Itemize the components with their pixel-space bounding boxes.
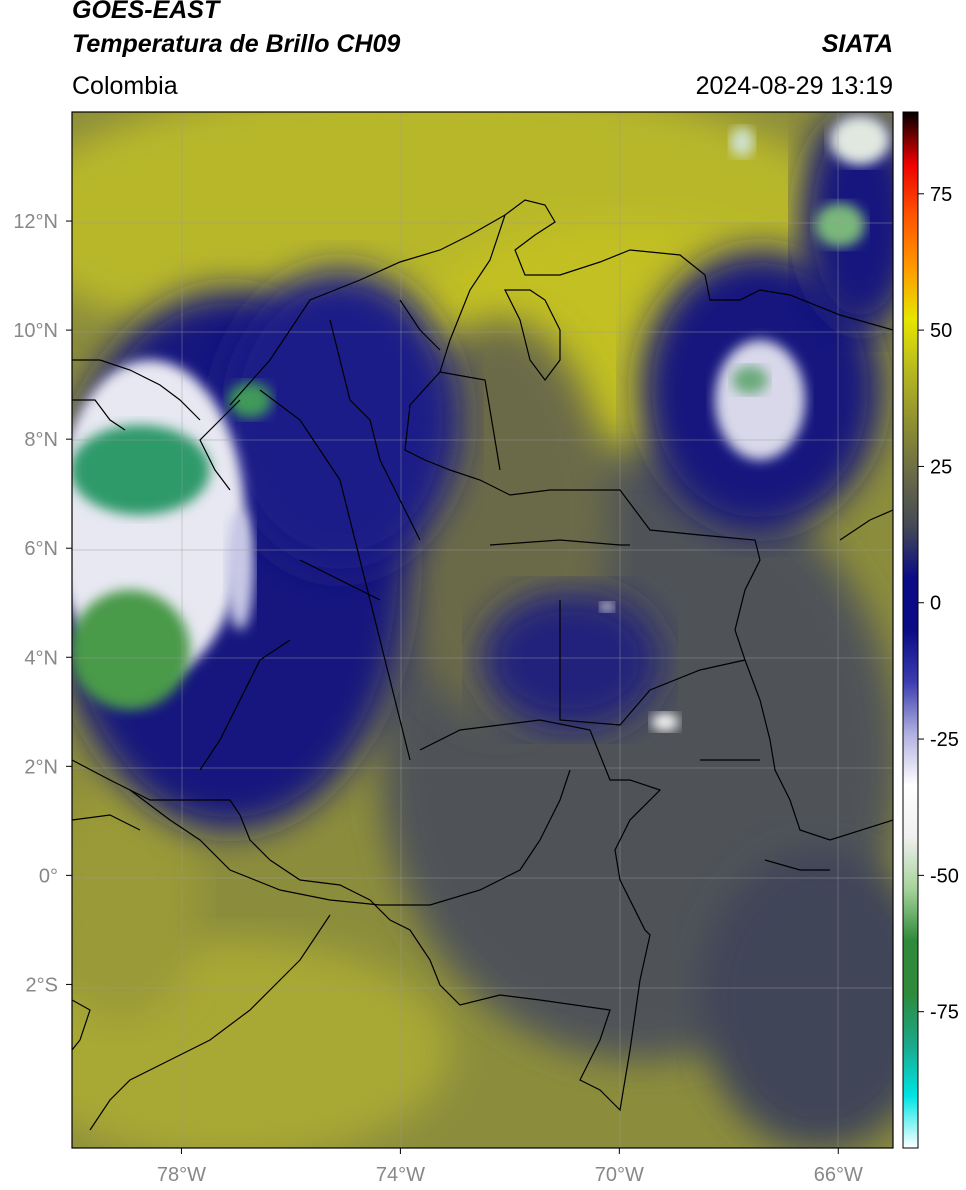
satellite-title: GOES-EAST — [72, 0, 220, 24]
lon-tick-label: 74°W — [376, 1164, 425, 1186]
colorbar-tick-label: 50 — [930, 320, 952, 342]
lon-tick-label: 78°W — [157, 1164, 206, 1186]
lat-tick-label: 2°N — [24, 756, 58, 778]
product-title: Temperatura de Brillo CH09 — [72, 30, 401, 58]
lat-tick-label: 4°N — [24, 647, 58, 669]
colorbar-tick-label: 25 — [930, 456, 952, 478]
brightness-temperature-field — [72, 112, 893, 1148]
lat-tick-label: 10°N — [13, 320, 58, 342]
graticule — [72, 112, 893, 1148]
colorbar-tick-label: 0 — [930, 593, 941, 615]
lat-tick-label: 6°N — [24, 538, 58, 560]
map-frame — [71, 111, 894, 1149]
colorbar-tick-label: -25 — [930, 729, 959, 751]
colorbar — [902, 111, 919, 1149]
lat-tick-label: 8°N — [24, 429, 58, 451]
colorbar-tick-label: 75 — [930, 184, 952, 206]
lon-tick-label: 66°W — [814, 1164, 863, 1186]
region-label: Colombia — [72, 72, 178, 100]
lat-tick-label: 0° — [39, 865, 58, 887]
lat-tick-label: 12°N — [13, 211, 58, 233]
datetime-label: 2024-08-29 13:19 — [695, 72, 893, 100]
colorbar-tick-label: -50 — [930, 865, 959, 887]
lon-tick-label: 70°W — [595, 1164, 644, 1186]
lat-tick-label: 2°S — [26, 974, 58, 996]
colorbar-tick-label: -75 — [930, 1002, 959, 1024]
agency-label: SIATA — [821, 30, 893, 58]
political-borders — [72, 199, 893, 1131]
